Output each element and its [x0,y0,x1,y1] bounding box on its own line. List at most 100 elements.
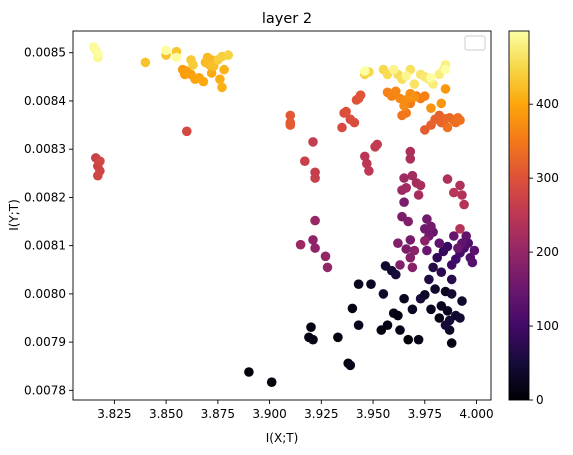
data-point [424,274,434,285]
colorbar-tick-label: 200 [536,245,559,259]
data-point [440,320,451,331]
y-tick-label: 0.0084 [24,94,66,108]
data-point [422,214,432,224]
data-point [455,313,465,323]
data-point [413,190,424,200]
data-point [266,377,277,388]
x-tick-label: 3.850 [149,407,183,421]
data-point [93,48,103,59]
data-point [395,260,405,270]
data-point [449,187,459,198]
data-point [420,91,430,101]
data-point [455,224,465,234]
data-point [320,251,331,262]
x-tick-label: 3.975 [408,407,442,421]
data-point [405,154,416,164]
data-point [310,243,320,253]
y-tick-label: 0.0079 [24,335,66,349]
data-point [378,289,389,299]
data-point [426,103,436,113]
data-point [355,90,366,100]
y-tick-label: 0.0078 [24,383,66,397]
data-point [409,79,420,89]
y-axis-label: I(Y;T) [7,199,21,231]
data-point [449,231,459,241]
data-point [306,322,316,333]
data-point [442,174,453,184]
colorbar-frame [508,30,530,401]
data-point [345,360,356,371]
colorbar-ticks: 0 100 200 300 400 [529,97,559,407]
data-point [295,239,306,250]
data-point [395,93,405,104]
x-tick-label: 4.000 [459,407,493,421]
y-tick-label: 0.0081 [24,239,66,253]
data-point [453,243,463,253]
data-point [430,284,440,294]
data-point [446,274,457,285]
data-point [347,303,358,314]
colorbar [509,31,529,400]
data-point [442,241,453,252]
data-point [455,180,465,191]
colorbar-tick-label: 300 [536,171,559,185]
plot-frame [72,30,492,401]
data-point [391,269,401,280]
data-point [420,236,430,246]
data-point [405,252,416,263]
data-point [393,238,403,248]
data-point [308,137,318,147]
data-point [469,245,480,256]
data-point [333,332,343,343]
data-point [310,215,320,226]
data-point [420,290,430,300]
data-point [442,122,453,133]
data-point [407,262,418,273]
legend-box [464,35,486,51]
data-point [401,244,412,254]
data-point [308,334,318,345]
data-point [382,320,393,331]
data-point [401,183,412,193]
data-point [440,64,451,75]
data-point [440,84,451,94]
data-point [457,296,467,306]
x-tick-label: 3.875 [201,407,235,421]
data-point [188,60,198,70]
y-tick-label: 0.0085 [24,46,66,60]
data-point [93,170,103,181]
data-point [442,306,453,316]
data-point [140,57,151,68]
data-point [426,221,436,232]
data-point [310,173,320,183]
data-point [428,262,438,273]
data-point [161,45,171,56]
x-axis-label: I(X;T) [266,431,299,445]
data-point [413,334,424,345]
data-point [403,334,414,345]
data-point [403,216,414,227]
data-point [399,197,409,207]
data-point [426,73,436,83]
data-point [360,66,370,76]
x-tick-label: 3.825 [97,407,131,421]
data-point [198,76,209,87]
data-point [405,146,416,157]
chart-title: layer 2 [262,11,312,27]
data-point [407,304,418,315]
data-point [434,313,445,323]
data-point [459,199,469,210]
data-point [436,98,447,109]
data-point [366,279,376,290]
data-point [455,115,465,125]
y-tick-label: 0.0080 [24,287,66,301]
x-tick-label: 3.950 [356,407,390,421]
data-point [345,114,356,125]
data-point [388,64,399,75]
data-point [308,235,318,245]
data-point [215,74,225,84]
data-point [432,252,443,263]
data-point [171,52,182,63]
data-point [341,106,351,117]
